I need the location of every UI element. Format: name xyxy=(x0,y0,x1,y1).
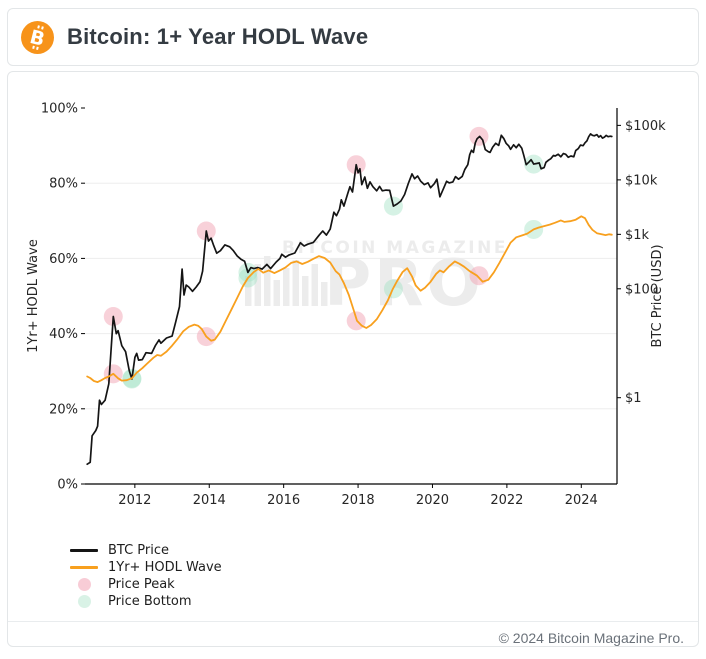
y-right-tick-label: $1k xyxy=(625,228,650,243)
y-left-tick-label: 20% xyxy=(49,402,78,417)
watermark-text: BITCOIN MAGAZINE xyxy=(282,238,508,258)
legend-label: 1Yr+ HODL Wave xyxy=(108,560,222,575)
bitcoin-icon: B xyxy=(21,20,54,54)
y-left-tick-label: 100% xyxy=(41,102,78,117)
x-tick-label: 2020 xyxy=(416,493,449,508)
y-right-tick-label: $100 xyxy=(625,282,658,297)
x-tick-label: 2016 xyxy=(267,493,300,508)
legend-item-price-peak: Price Peak xyxy=(70,576,698,593)
watermark-pro-text: PRO xyxy=(324,247,484,321)
legend-label: BTC Price xyxy=(108,543,170,558)
btc-price-line xyxy=(86,133,613,466)
chart-card: BITCOIN MAGAZINE PRO 0% 20% 40% 60% 80% 100% $1 $… xyxy=(7,71,699,647)
chart-legend: BTC Price 1Yr+ HODL Wave Price Peak Price B… xyxy=(8,540,698,610)
legend-item-btc-price: BTC Price xyxy=(70,542,698,559)
y-right-axis-title: BTC Price (USD) xyxy=(650,244,665,347)
price-peak-marker xyxy=(469,266,489,286)
legend-label: Price Peak xyxy=(108,577,175,592)
legend-circle-swatch xyxy=(70,578,98,591)
copyright-footer: © 2024 Bitcoin Magazine Pro. xyxy=(8,621,698,646)
y-right-tick-label: $1 xyxy=(625,391,642,406)
hodl-wave-line xyxy=(86,215,613,384)
legend-line-swatch xyxy=(70,549,98,552)
page-title: Bitcoin: 1+ Year HODL Wave xyxy=(67,24,369,49)
x-tick-label: 2018 xyxy=(342,493,375,508)
legend-item-1yr-hodl-wave: 1Yr+ HODL Wave xyxy=(70,559,698,576)
y-right-tick-label: $10k xyxy=(625,173,658,188)
x-tick-label: 2014 xyxy=(193,493,226,508)
svg-text:B: B xyxy=(28,26,47,51)
legend-label: Price Bottom xyxy=(108,594,192,609)
x-tick-label: 2024 xyxy=(565,493,598,508)
legend-item-price-bottom: Price Bottom xyxy=(70,593,698,610)
x-tick-label: 2022 xyxy=(490,493,523,508)
x-tick-label: 2012 xyxy=(118,493,151,508)
y-left-tick-label: 80% xyxy=(49,177,78,192)
y-left-axis-title: 1Yr+ HODL Wave xyxy=(26,239,41,353)
y-left-tick-label: 40% xyxy=(49,327,78,342)
legend-line-swatch xyxy=(70,566,98,569)
legend-circle-swatch xyxy=(70,595,98,608)
y-right-tick-label: $100k xyxy=(625,119,666,134)
chart-header: B Bitcoin: 1+ Year HODL Wave xyxy=(7,8,699,66)
y-left-tick-label: 0% xyxy=(57,478,78,493)
y-left-tick-label: 60% xyxy=(49,252,78,267)
